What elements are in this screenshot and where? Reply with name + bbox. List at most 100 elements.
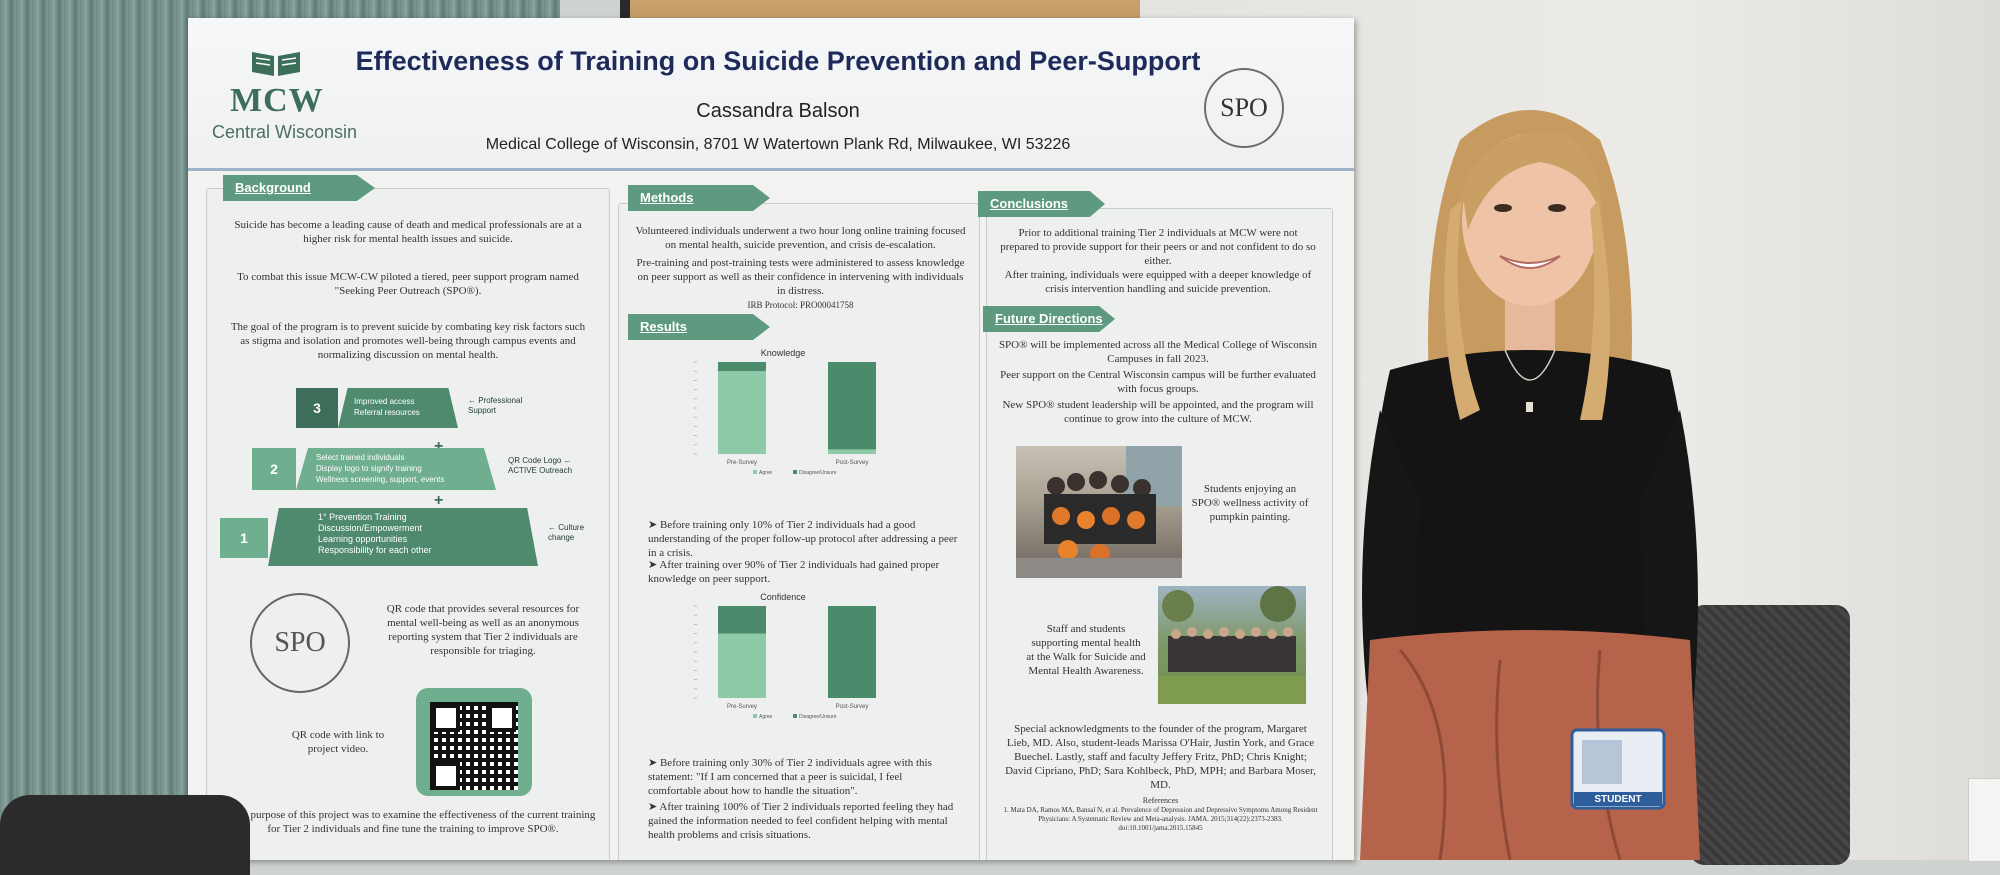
result-bullet-4: ➤ After training 100% of Tier 2 individu… bbox=[648, 801, 954, 841]
open-book-icon bbox=[252, 52, 300, 76]
walk-group-image bbox=[1158, 586, 1306, 704]
bar-disagree-unsure bbox=[828, 362, 876, 450]
walk-photo bbox=[1158, 586, 1306, 704]
methods-p2: Pre-training and post-training tests wer… bbox=[636, 257, 965, 297]
chart-title: Knowledge bbox=[761, 348, 806, 358]
chair-left bbox=[0, 795, 250, 875]
tier-3-item: Improved access bbox=[354, 397, 415, 406]
tier-2-items: Select trained individuals Display logo … bbox=[316, 452, 486, 485]
project-video-qr bbox=[416, 688, 532, 796]
tier-3-block bbox=[338, 388, 458, 428]
tier-1-side: ← Culture change bbox=[548, 523, 585, 542]
mcw-logo-text: MCW bbox=[230, 82, 324, 119]
bar-disagree-unsure bbox=[718, 606, 766, 634]
poster-author: Cassandra Balson bbox=[696, 100, 860, 122]
tier-2-item: Select trained individuals bbox=[316, 453, 405, 462]
poster-title: Effectiveness of Training on Suicide Pre… bbox=[355, 46, 1201, 76]
future-p2: Peer support on the Central Wisconsin ca… bbox=[1000, 369, 1316, 395]
qr-finder bbox=[432, 762, 460, 790]
confidence-chart: Confidence Pre-Survey Post-Survey Agree Disa… bbox=[694, 592, 876, 720]
qr-finder bbox=[488, 704, 516, 732]
conclusions-p1: Prior to additional training Tier 2 indi… bbox=[1000, 227, 1316, 267]
tier-1-items: 1° Prevention Training Discussion/Empowe… bbox=[318, 512, 498, 556]
plus-icon: + bbox=[434, 492, 444, 509]
legend-swatch bbox=[753, 714, 757, 718]
result-bullet-3: ➤ Before training only 30% of Tier 2 ind… bbox=[648, 757, 932, 797]
legend-label: Agree bbox=[759, 470, 773, 476]
tier-1-item: Responsibility for each other bbox=[318, 545, 432, 555]
legend-swatch bbox=[753, 470, 757, 474]
tier-3-items: Improved access Referral resources bbox=[354, 396, 454, 418]
tier-1-item: Discussion/Empowerment bbox=[318, 523, 423, 533]
tier-1-item: Learning opportunities bbox=[318, 534, 408, 544]
pumpkin-photo-caption: Students enjoying an SPO® wellness activ… bbox=[1191, 483, 1309, 523]
spo-round-logo: SPO bbox=[250, 593, 350, 693]
knowledge-chart: Knowledge Pre-Survey Post-Survey Agree Disag… bbox=[694, 348, 876, 476]
result-bullet-4-text: After training 100% of Tier 2 individual… bbox=[648, 801, 954, 841]
result-bullet-2: ➤ After training over 90% of Tier 2 indi… bbox=[648, 559, 940, 585]
walk-photo-caption: Staff and students supporting mental hea… bbox=[1026, 623, 1146, 677]
chart-title: Confidence bbox=[760, 592, 806, 602]
tier-2-item: Wellness screening, support, events bbox=[316, 475, 445, 484]
student-badge-label: STUDENT bbox=[1594, 794, 1642, 805]
legend-label: Disagree/Unsure bbox=[799, 470, 837, 476]
person-presenter bbox=[1360, 110, 1700, 860]
irb-protocol: IRB Protocol: PRO00041758 bbox=[747, 300, 854, 310]
legend-swatch bbox=[793, 470, 797, 474]
conclusions-heading: Conclusions bbox=[978, 191, 1105, 217]
tier-1-block bbox=[268, 508, 538, 566]
x-tick-label: Post-Survey bbox=[836, 704, 869, 710]
poster-header: MCW Central Wisconsin Effectiveness of T… bbox=[188, 18, 1354, 171]
tier-3-side: ← Professional Support bbox=[468, 396, 523, 415]
qr-description: QR code that provides several resources … bbox=[386, 603, 580, 657]
result-bullet-2-text: After training over 90% of Tier 2 indivi… bbox=[648, 559, 940, 585]
result-bullet-1: ➤ Before training only 10% of Tier 2 ind… bbox=[648, 519, 958, 559]
qr-video-caption: QR code with link to project video. bbox=[291, 729, 385, 755]
bar-agree bbox=[718, 633, 766, 698]
x-tick-label: Post-Survey bbox=[836, 460, 869, 466]
future-p3: New SPO® student leadership will be appo… bbox=[1002, 399, 1314, 425]
methods-heading: Methods bbox=[628, 185, 770, 211]
result-bullet-1-text: Before training only 10% of Tier 2 indiv… bbox=[648, 519, 958, 559]
poster-affiliation: Medical College of Wisconsin, 8701 W Wat… bbox=[485, 136, 1071, 153]
background-p1: Suicide has become a leading cause of de… bbox=[234, 219, 582, 245]
methods-p1: Volunteered individuals underwent a two … bbox=[635, 225, 966, 251]
methods-results-panel bbox=[618, 203, 980, 860]
background-p2: To combat this issue MCW-CW piloted a ti… bbox=[237, 271, 579, 297]
tier-1-label: 1 bbox=[220, 518, 268, 558]
mcw-logo-subtitle: Central Wisconsin bbox=[212, 122, 358, 142]
chair-back bbox=[1690, 605, 1850, 865]
wall-outlet bbox=[1968, 778, 2000, 862]
future-directions-heading: Future Directions bbox=[983, 306, 1115, 332]
bar-disagree-unsure bbox=[718, 362, 766, 372]
x-tick-label: Pre-Survey bbox=[727, 460, 757, 466]
qr-finder bbox=[432, 704, 460, 732]
legend-label: Agree bbox=[759, 714, 773, 720]
tier-3-label: 3 bbox=[296, 388, 338, 428]
legend-label: Disagree/Unsure bbox=[799, 714, 837, 720]
tier-2-item: Display logo to signify training bbox=[316, 464, 422, 473]
result-bullet-3-text: Before training only 30% of Tier 2 indiv… bbox=[648, 757, 932, 797]
tier-1-item: 1° Prevention Training bbox=[318, 512, 407, 522]
future-p1: SPO® will be implemented across all the … bbox=[998, 339, 1318, 365]
bar-agree bbox=[718, 371, 766, 454]
legend-swatch bbox=[793, 714, 797, 718]
tier-2-label: 2 bbox=[252, 448, 296, 490]
x-tick-label: Pre-Survey bbox=[727, 704, 757, 710]
pumpkin-painting-photo bbox=[1016, 446, 1182, 578]
background-p3: The goal of the program is to prevent su… bbox=[230, 321, 586, 361]
references-text: 1. Mata DA, Ramos MA, Bansal N, et al. P… bbox=[1003, 806, 1318, 832]
tier-2-block bbox=[296, 448, 496, 490]
conclusions-p2: After training, individuals were equippe… bbox=[1004, 269, 1312, 295]
bar-disagree-unsure bbox=[828, 606, 876, 698]
research-poster: MCW Central Wisconsin Effectiveness of T… bbox=[188, 18, 1354, 860]
background-heading: Background bbox=[223, 175, 375, 201]
plus-icon: + bbox=[434, 438, 444, 455]
spo-logo: SPO bbox=[1204, 68, 1284, 148]
purpose-text: The purpose of this project was to exami… bbox=[230, 809, 596, 835]
references-heading: References bbox=[1142, 796, 1179, 805]
results-heading: Results bbox=[628, 314, 770, 340]
tier-2-side: QR Code Logo ← ACTIVE Outreach bbox=[508, 456, 573, 475]
pumpkin-group-image bbox=[1016, 446, 1182, 578]
